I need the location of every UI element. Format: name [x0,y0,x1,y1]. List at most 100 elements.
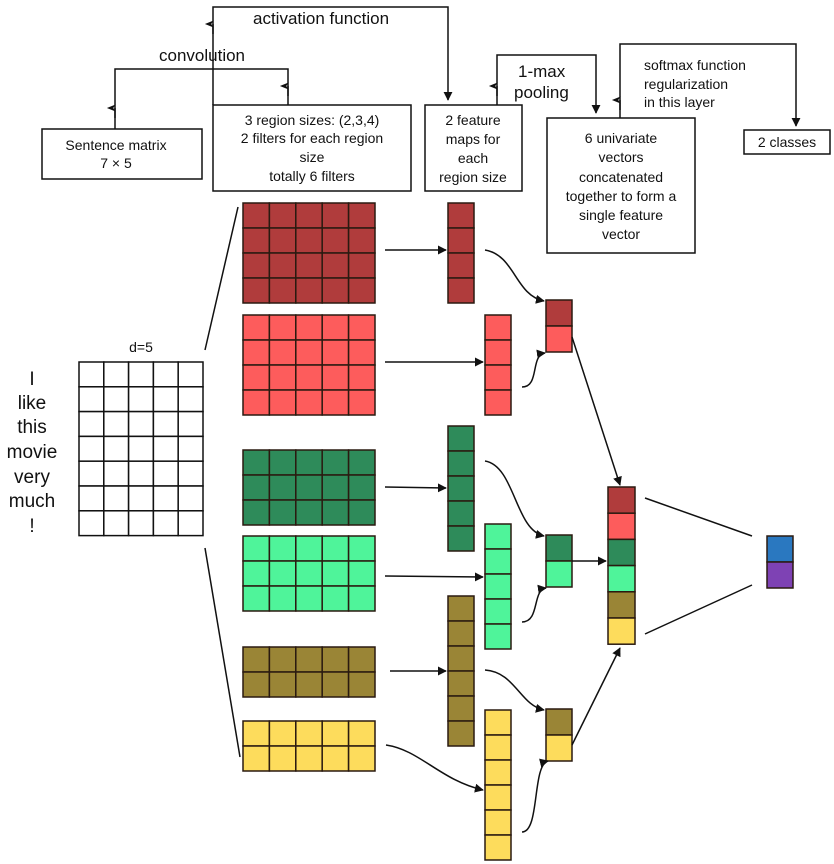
filter-6-cell [268,745,297,772]
filter-4-cell [295,535,323,562]
filter-1-cell [242,252,271,279]
filter-5-cell [321,671,350,698]
univariate-box-line: single feature [579,207,663,223]
pooled-pair-3 [545,708,573,762]
sentence-matrix-cell [152,460,179,487]
sentence-matrix-cell [103,410,130,438]
filter-5-cell [268,671,297,698]
filter-6-cell [347,745,376,772]
feature-map-1-cell [447,277,475,304]
sentence-matrix-cell [177,435,204,462]
filter-3-cell [347,474,376,501]
filter-2-cell [268,314,297,341]
feature-map-3-cell [447,525,475,552]
softmax-fan-line-top [644,497,753,537]
region-sizes-box [212,104,412,192]
softmax-label-3: in this layer [644,94,715,110]
filter-1-cell [347,227,376,254]
filter-1-cell [347,202,376,229]
filter-4-cell [347,535,376,562]
filter-4-cell [347,585,376,612]
concatenated-feature-vector-cell [607,538,636,567]
filter-6-cell [321,745,350,772]
concatenated-feature-vector-cell [607,617,636,645]
filter-5-cell [321,646,350,673]
pooled-pair-3-cell [545,734,573,762]
pool-arrow [484,669,545,713]
feature-map-5-cell [447,695,475,722]
filter-5-cell [347,646,376,673]
sentence-matrix-cell [177,386,204,413]
concatenated-feature-vector-cell [607,486,636,514]
filter-4 [242,535,376,612]
pooled-pair-3-cell [545,708,573,736]
feature-box-line: region size [439,169,507,185]
feature-map-4-cell [484,548,512,575]
filter-3-cell [295,499,323,526]
sentence-matrix-cell [78,361,105,388]
concat-arrow [571,336,622,486]
filter-1-cell [321,202,350,229]
feature-map-5-cell [447,645,475,672]
univariate-vectors-box [546,117,696,254]
filter-3-cell [242,499,271,526]
filter-4-cell [295,560,323,587]
softmax-fan-line-bottom [644,584,753,635]
filter-4-cell [295,585,323,612]
sentence-matrix-cell [127,460,155,487]
filter-1-cell [242,202,271,229]
pooling-connector [496,54,601,114]
filter-2-cell [295,364,323,391]
feature-map-2-cell [484,339,512,366]
filter-3-cell [242,449,271,476]
filter-4-cell [242,585,271,612]
sentence-matrix-cell [127,435,155,462]
feature-map-3-cell [447,425,475,452]
feature-map-5-cell [447,670,475,697]
filter-1-cell [295,227,323,254]
feature-map-2 [484,314,512,416]
region-box-line: 2 filters for each region [241,130,383,146]
filter-4-cell [347,560,376,587]
filter-6-cell [321,720,350,747]
pooled-pair-1-cell [545,325,573,353]
filter-6-cell [295,720,323,747]
sentence-box-line: Sentence matrix [65,137,166,153]
sentence-matrix-cell [78,485,105,512]
filter-3-cell [295,474,323,501]
univariate-box-line: vectors [598,149,643,165]
filter-arrow [385,744,484,793]
sentence-matrix-cell [152,485,179,512]
sentence-matrix-cell [78,386,105,413]
filter-arrow [384,572,484,582]
feature-map-1-cell [447,252,475,279]
feature-map-4-cell [484,523,512,550]
region-box-line: 3 region sizes: (2,3,4) [245,112,380,128]
filter-1-cell [347,277,376,304]
filter-2-cell [321,314,350,341]
pooled-pair-1-cell [545,299,573,327]
filter-1-cell [268,227,297,254]
word-token: much [9,491,55,512]
filter-1-cell [268,202,297,229]
filter-3-cell [321,474,350,501]
region-fan-line-bottom [204,547,241,758]
feature-maps-box [424,104,523,192]
feature-map-3-cell [447,500,475,527]
pool-arrow [521,584,547,623]
filter-2-cell [242,389,271,416]
pool-arrow [521,758,549,833]
filter-arrow [384,483,447,493]
feature-map-4-cell [484,598,512,625]
pool-arrow [484,249,545,304]
filter-1-cell [295,252,323,279]
pooling-label-1: 1-max [518,62,566,81]
filter-6-cell [268,720,297,747]
filter-4-cell [321,535,350,562]
pooled-pair-2-cell [545,560,573,588]
filter-5-cell [242,671,271,698]
univariate-box-line: concatenated [579,169,663,185]
filter-2-cell [242,364,271,391]
sentence-matrix-cell [127,386,155,413]
